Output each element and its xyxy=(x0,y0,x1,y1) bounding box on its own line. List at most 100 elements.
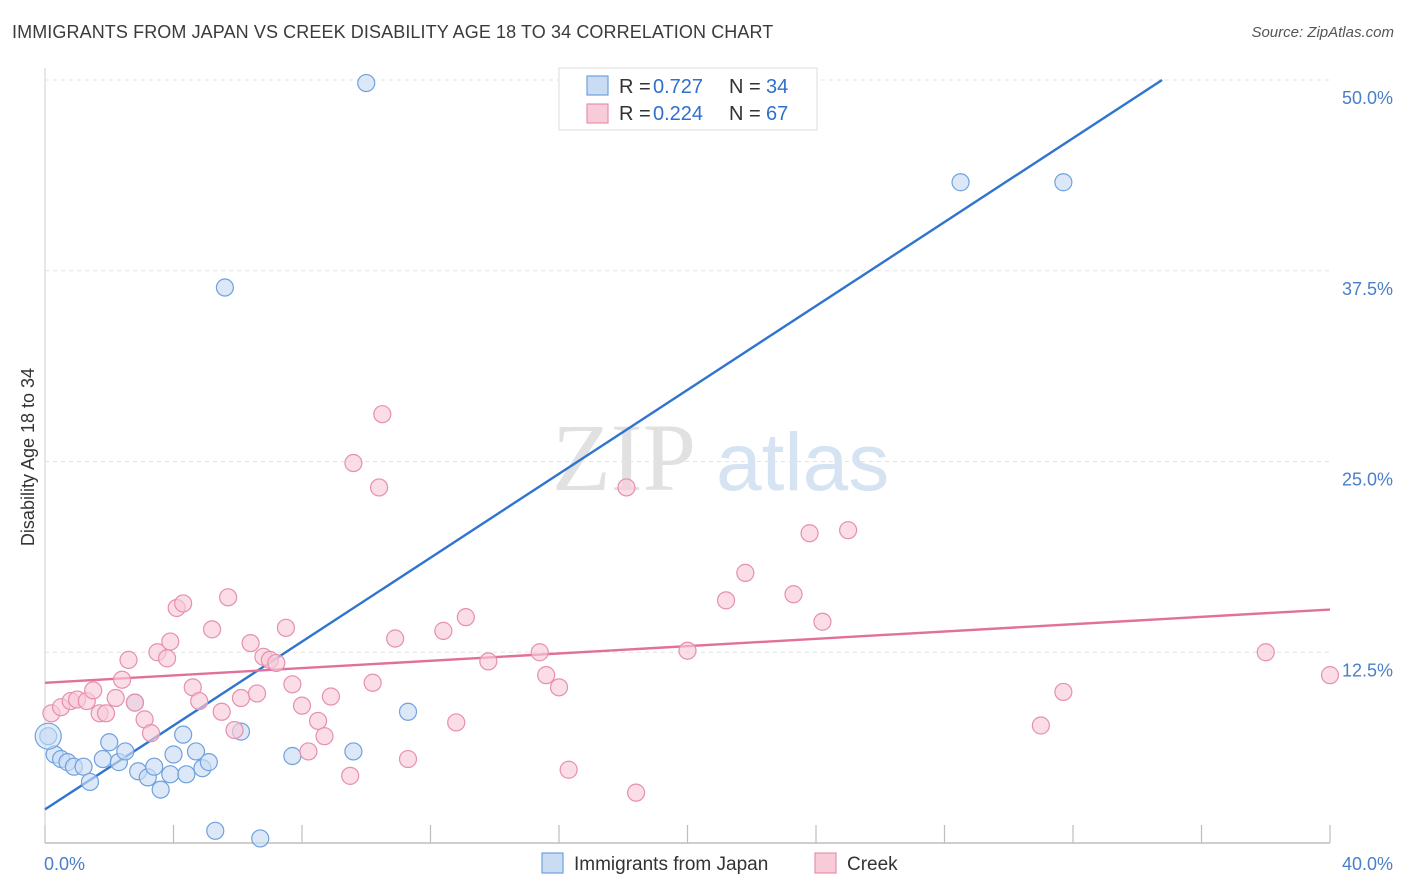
series-points-creek xyxy=(42,405,1340,802)
data-point xyxy=(1054,682,1073,702)
data-point xyxy=(251,829,270,848)
data-point xyxy=(1320,666,1340,685)
legend-n-label-japan: N = xyxy=(729,76,761,98)
data-point xyxy=(283,746,302,766)
data-point xyxy=(716,591,736,610)
data-point xyxy=(839,521,858,540)
data-point xyxy=(559,760,578,779)
data-point xyxy=(341,766,360,785)
data-point-large xyxy=(34,722,62,750)
data-point xyxy=(267,653,286,673)
data-point xyxy=(386,629,405,648)
chart-source: Source: ZipAtlas.com xyxy=(1251,24,1394,41)
data-point xyxy=(93,749,112,769)
data-point xyxy=(141,724,161,743)
legend-r-label-creek: R = xyxy=(619,103,651,125)
series-label-creek: Creek xyxy=(847,854,898,875)
x-tick-labels: 0.0% 40.0% xyxy=(44,854,1393,874)
data-point xyxy=(344,742,363,761)
data-point xyxy=(219,588,238,607)
data-point xyxy=(174,725,193,744)
data-point xyxy=(164,745,183,764)
data-point xyxy=(84,681,103,700)
data-point xyxy=(116,742,135,761)
data-point xyxy=(276,618,296,637)
legend-n-label-creek: N = xyxy=(729,103,761,125)
data-point xyxy=(321,687,341,706)
data-point xyxy=(177,765,196,784)
legend-r-label-japan: R = xyxy=(619,76,651,98)
data-point xyxy=(537,666,556,685)
y-tick-label: 12.5% xyxy=(1342,660,1393,680)
stats-legend: R = 0.727 N = 34 R = 0.224 N = 67 xyxy=(558,67,818,131)
chart-title: IMMIGRANTS FROM JAPAN VS CREEK DISABILIT… xyxy=(12,22,774,42)
data-point xyxy=(617,478,636,497)
trend-line-japan xyxy=(44,78,1163,811)
watermark-atlas: atlas xyxy=(716,417,889,508)
data-point xyxy=(308,711,328,731)
data-point xyxy=(800,524,819,543)
data-point xyxy=(145,757,164,776)
data-point xyxy=(215,278,234,297)
data-point xyxy=(315,727,334,746)
data-point xyxy=(112,670,132,689)
data-point xyxy=(951,173,970,192)
data-point xyxy=(247,684,267,703)
data-point xyxy=(74,757,93,776)
data-point xyxy=(299,742,318,761)
data-point xyxy=(373,405,392,424)
data-point xyxy=(190,691,209,711)
y-tick-labels: 12.5% 25.0% 37.5% 50.0% xyxy=(1342,88,1393,680)
gridlines xyxy=(45,79,1330,653)
data-point xyxy=(174,594,193,613)
data-point xyxy=(157,649,177,668)
data-point xyxy=(80,772,100,792)
data-point xyxy=(96,704,116,723)
data-point xyxy=(206,821,225,840)
data-point xyxy=(363,673,382,692)
legend-n-japan: 34 xyxy=(766,76,788,98)
data-point xyxy=(100,733,119,752)
legend-r-creek: 0.224 xyxy=(653,103,703,125)
data-point xyxy=(813,612,832,631)
legend-r-japan: 0.727 xyxy=(653,76,703,98)
data-point xyxy=(292,696,312,715)
data-point xyxy=(456,608,475,627)
data-point xyxy=(1256,643,1275,662)
data-point xyxy=(398,702,418,721)
data-point xyxy=(231,688,251,708)
x-tick-label: 40.0% xyxy=(1342,854,1393,874)
data-point xyxy=(370,478,389,497)
series-label-japan: Immigrants from Japan xyxy=(574,854,768,875)
data-point xyxy=(784,585,803,604)
series-swatch-creek xyxy=(814,852,837,874)
legend-swatch-creek xyxy=(586,103,609,124)
data-point xyxy=(530,643,549,662)
data-point xyxy=(199,753,218,772)
data-point xyxy=(434,621,453,640)
data-point xyxy=(161,632,180,651)
legend-n-creek: 67 xyxy=(766,103,788,125)
data-point xyxy=(225,720,244,740)
data-point xyxy=(283,675,302,694)
data-point xyxy=(119,650,138,669)
data-point xyxy=(151,780,170,799)
data-point xyxy=(161,765,180,784)
data-point xyxy=(626,783,646,802)
y-tick-label: 50.0% xyxy=(1342,88,1393,108)
data-point xyxy=(106,688,125,708)
data-point xyxy=(186,742,206,761)
data-point xyxy=(241,633,260,653)
data-point xyxy=(1054,173,1073,192)
data-point xyxy=(479,652,498,671)
data-point xyxy=(447,713,466,732)
y-axis-label: Disability Age 18 to 34 xyxy=(18,368,38,546)
data-point xyxy=(549,678,569,697)
data-point xyxy=(357,73,376,93)
x-tick-label: 0.0% xyxy=(44,854,85,874)
series-swatch-japan xyxy=(541,852,564,874)
data-point xyxy=(1031,716,1050,735)
data-point xyxy=(212,702,231,721)
data-points xyxy=(34,73,1340,848)
legend-swatch-japan xyxy=(586,75,609,96)
